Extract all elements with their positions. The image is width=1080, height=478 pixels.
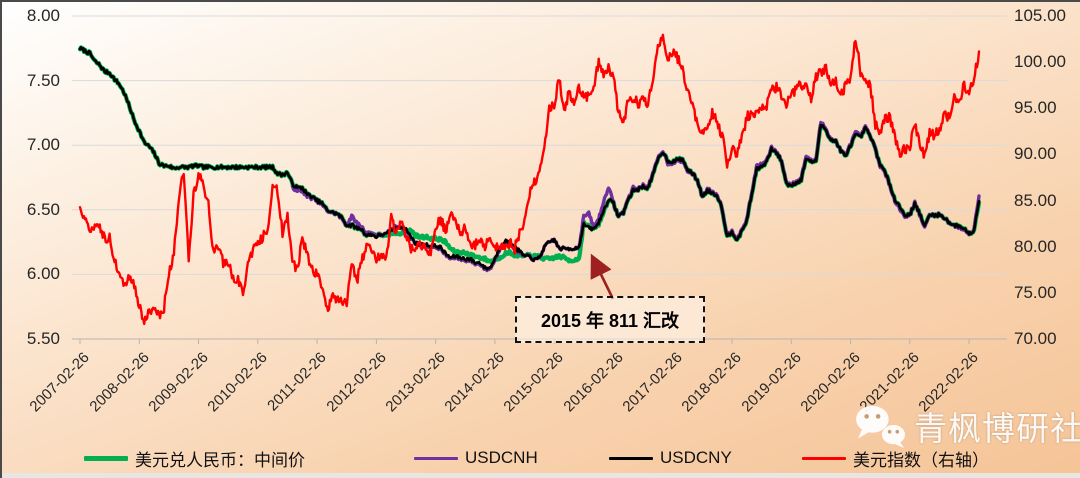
bottom-strip: [2, 473, 1080, 478]
y-axis-right-label: 100.00: [1014, 52, 1066, 72]
y-axis-right-label: 95.00: [1014, 98, 1057, 118]
y-axis-left-label: 7.00: [26, 135, 60, 155]
legend-swatch-purple: [414, 456, 458, 460]
legend-label: 美元兑人民币：中间价: [135, 450, 305, 470]
legend-swatch-red: [802, 456, 846, 460]
legend-item-central-parity: 美元兑人民币：中间价: [84, 446, 305, 470]
legend-swatch-black: [609, 456, 653, 460]
legend-swatch-green: [84, 455, 128, 461]
y-axis-right-label: 75.00: [1014, 282, 1057, 302]
y-axis-right-label: 105.00: [1014, 6, 1066, 25]
legend-label: USDCNY: [660, 448, 732, 467]
y-axis-left-label: 8.00: [26, 6, 60, 25]
legend-item-dollar-index: 美元指数（右轴）: [802, 446, 989, 470]
legend-label: 美元指数（右轴）: [853, 450, 989, 470]
legend-item-usdcny: USDCNY: [609, 446, 732, 470]
annotation-arrow: [590, 253, 615, 300]
y-axis-left-label: 5.50: [26, 329, 60, 348]
y-axis-left-label: 6.00: [26, 264, 60, 284]
y-axis-right-label: 90.00: [1014, 144, 1057, 164]
legend-item-usdcnh: USDCNH: [414, 446, 538, 470]
y-axis-left-label: 7.50: [26, 70, 60, 90]
annotation-811-box: 2015 年 811 汇改: [515, 296, 705, 343]
y-axis-right-label: 80.00: [1014, 236, 1057, 256]
series-line-2: [78, 46, 981, 271]
series-line-3: [78, 33, 981, 326]
y-axis-right-label: 85.00: [1014, 190, 1057, 210]
legend-label: USDCNH: [465, 448, 538, 467]
y-axis-right-label: 70.00: [1014, 329, 1057, 348]
y-axis-left-label: 6.50: [26, 199, 60, 219]
annotation-811-text: 2015 年 811 汇改: [540, 310, 680, 331]
